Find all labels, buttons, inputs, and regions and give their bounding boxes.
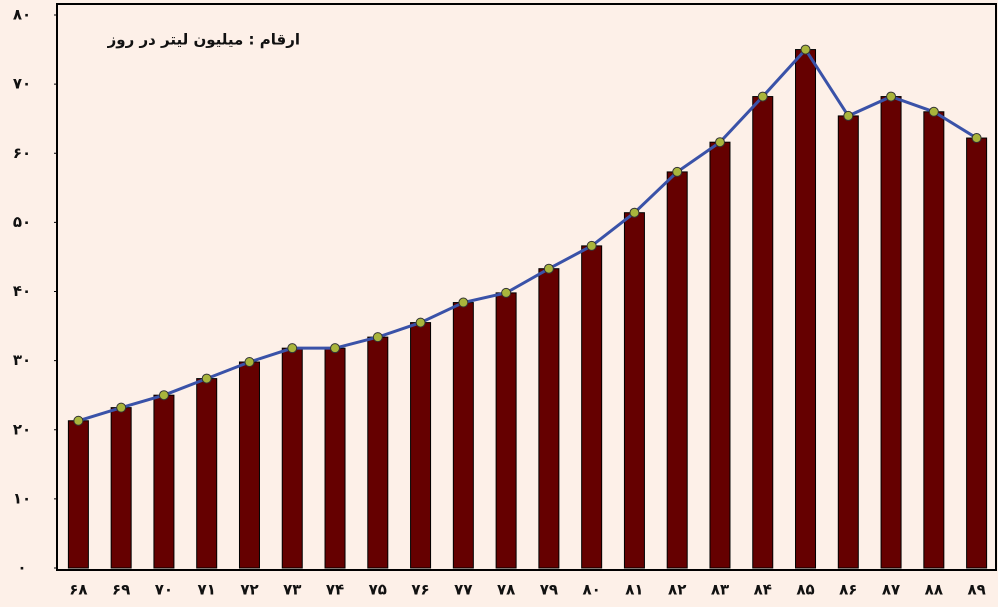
bar <box>452 302 474 569</box>
y-tick-label: ۲۰ <box>13 420 31 438</box>
bar <box>581 245 603 569</box>
bar <box>196 378 218 569</box>
bar <box>153 394 175 569</box>
bar <box>623 212 645 569</box>
y-tick-label: ۰ <box>17 559 26 577</box>
marker <box>116 402 127 413</box>
x-tick-label: ۸۴ <box>754 581 772 599</box>
bar <box>966 137 988 569</box>
bar <box>67 420 89 569</box>
x-tick-label: ۷۹ <box>540 581 558 599</box>
marker <box>330 343 341 354</box>
bar <box>281 347 303 569</box>
marker <box>672 166 683 177</box>
x-tick-label: ۷۵ <box>369 581 387 599</box>
marker <box>201 373 212 384</box>
x-tick-label: ۷۳ <box>283 581 301 599</box>
x-tick-label: ۸۸ <box>925 581 943 599</box>
marker <box>543 263 554 274</box>
marker <box>158 390 169 401</box>
bar <box>324 347 346 569</box>
marker <box>73 415 84 426</box>
bar <box>538 268 560 569</box>
marker <box>244 357 255 368</box>
y-tick-label: ۶۰ <box>13 144 31 162</box>
x-tick-label: ۸۶ <box>839 581 857 599</box>
x-tick-label: ۷۷ <box>454 581 472 599</box>
bar <box>367 336 389 569</box>
marker <box>458 297 469 308</box>
bar <box>709 141 731 569</box>
x-tick-label: ۸۹ <box>967 581 985 599</box>
bar <box>495 292 517 569</box>
marker <box>372 332 383 343</box>
marker <box>629 207 640 218</box>
marker <box>287 343 298 354</box>
bar <box>923 111 945 569</box>
x-tick-label: ۷۲ <box>240 581 258 599</box>
x-tick-label: ۸۱ <box>625 581 643 599</box>
y-tick-label: ۸۰ <box>13 6 31 24</box>
x-tick-label: ۸۵ <box>796 581 814 599</box>
bar <box>880 96 902 569</box>
trend-line <box>77 47 978 423</box>
marker <box>586 240 597 251</box>
annotation: ارقام : میلیون لیتر در روز <box>107 31 300 49</box>
marker <box>501 287 512 298</box>
x-tick-label: ۷۰ <box>155 581 173 599</box>
y-tick-label: ۴۰ <box>13 282 31 300</box>
x-tick-label: ۶۸ <box>69 581 87 599</box>
x-tick-label: ۸۲ <box>668 581 686 599</box>
bar <box>666 171 688 569</box>
x-tick-label: ۸۳ <box>711 581 729 599</box>
x-tick-label: ۷۸ <box>497 581 515 599</box>
x-tick-label: ۸۷ <box>882 581 900 599</box>
bar <box>752 96 774 569</box>
x-tick-label: ۶۹ <box>112 581 130 599</box>
marker <box>714 137 725 148</box>
y-tick-label: ۵۰ <box>13 213 31 231</box>
marker <box>757 91 768 102</box>
x-tick-label: ۷۶ <box>411 581 429 599</box>
bar <box>410 322 432 569</box>
x-tick-label: ۷۴ <box>326 581 344 599</box>
y-tick-label: ۳۰ <box>13 351 31 369</box>
y-tick-label: ۷۰ <box>13 75 31 93</box>
bar <box>795 49 817 569</box>
y-tick-label: ۱۰ <box>13 489 31 507</box>
x-tick-label: ۷۱ <box>198 581 216 599</box>
marker <box>971 133 982 144</box>
marker <box>886 91 897 102</box>
bar <box>110 407 132 569</box>
marker <box>415 317 426 328</box>
marker <box>843 110 854 121</box>
marker <box>928 106 939 117</box>
bar <box>238 361 260 569</box>
x-tick-label: ۸۰ <box>583 581 601 599</box>
bar <box>837 115 859 569</box>
marker <box>800 44 811 55</box>
